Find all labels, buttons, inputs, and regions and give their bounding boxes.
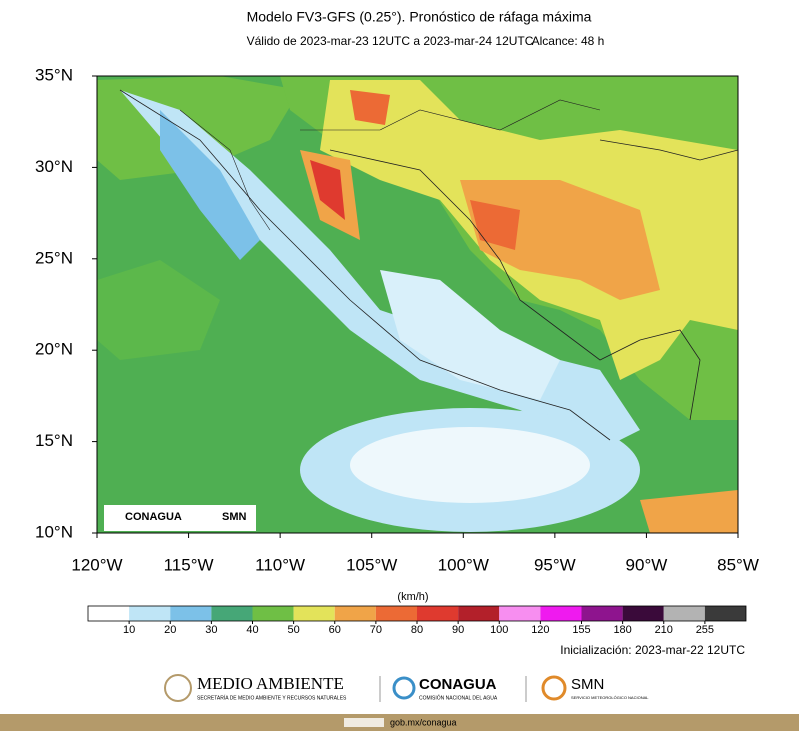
y-tick-label: 25°N <box>35 248 73 267</box>
logo-sub: SECRETARÍA DE MEDIO AMBIENTE Y RECURSOS … <box>197 694 347 701</box>
colorbar-label: 210 <box>655 624 673 636</box>
logo-icon <box>164 674 192 702</box>
colorbar-unit: (km/h) <box>397 591 428 603</box>
colorbar-segment <box>252 606 294 621</box>
logo-sub: SERVICIO METEOROLÓGICO NACIONAL <box>571 695 649 700</box>
x-tick-label: 115°W <box>164 555 214 574</box>
colorbar-label: 70 <box>370 624 382 636</box>
logo-icon <box>392 676 416 700</box>
colorbar-label: 180 <box>613 624 631 636</box>
colorbar-label: 40 <box>246 624 258 636</box>
logo-text: SMN <box>222 511 247 523</box>
colorbar-label: 60 <box>329 624 341 636</box>
logo-icon <box>541 675 567 701</box>
y-tick-label: 30°N <box>35 157 73 176</box>
colorbar-segment <box>458 606 500 621</box>
colorbar-label: 100 <box>490 624 508 636</box>
x-tick-label: 100°W <box>438 555 489 574</box>
colorbar-segment <box>704 606 746 621</box>
logo-sub: COMISIÓN NACIONAL DEL AGUA <box>419 694 498 701</box>
title: Modelo FV3-GFS (0.25°). Pronóstico de rá… <box>247 9 592 25</box>
colorbar-label: 10 <box>123 624 135 636</box>
x-tick-label: 90°W <box>626 555 668 574</box>
colorbar-segment <box>211 606 253 621</box>
colorbar-segment <box>540 606 582 621</box>
colorbar-segment <box>499 606 541 621</box>
colorbar-segment <box>88 606 130 621</box>
colorbar-segment <box>375 606 417 621</box>
x-tick-label: 110°W <box>255 555 305 574</box>
y-tick-label: 20°N <box>35 340 73 359</box>
y-tick-label: 15°N <box>35 431 73 450</box>
range-text: Alcance: 48 h <box>532 34 605 48</box>
colorbar-label: 30 <box>205 624 217 636</box>
colorbar-segment <box>622 606 664 621</box>
colorbar-frame <box>87 605 747 622</box>
y-tick-label: 10°N <box>35 522 73 541</box>
map-field <box>97 76 738 533</box>
logo-name: CONAGUA <box>419 676 497 693</box>
colorbar-label: 80 <box>411 624 423 636</box>
colorbar-segment <box>293 606 335 621</box>
init-text: Inicialización: 2023-mar-22 12UTC <box>560 643 745 657</box>
colorbar-segment <box>663 606 705 621</box>
colorbar-label: 120 <box>531 624 549 636</box>
colorbar-segment <box>129 606 171 621</box>
valid-text: Válido de 2023-mar-23 12UTC a 2023-mar-2… <box>247 34 534 48</box>
x-tick-label: 95°W <box>534 555 576 574</box>
x-tick-label: 105°W <box>346 555 397 574</box>
colorbar-segment <box>170 606 212 621</box>
colorbar-label: 155 <box>572 624 590 636</box>
x-tick-label: 120°W <box>71 555 122 574</box>
colorbar-label: 255 <box>696 624 714 636</box>
colorbar-segment <box>417 606 459 621</box>
y-tick-label: 35°N <box>35 65 73 84</box>
x-tick-label: 85°W <box>717 555 759 574</box>
logo-name: MEDIO AMBIENTE <box>197 674 344 693</box>
footer-band <box>0 714 799 731</box>
footer-link[interactable]: gob.mx/conagua <box>390 717 457 727</box>
colorbar-label: 20 <box>164 624 176 636</box>
colorbar-segment <box>334 606 376 621</box>
logo-name: SMN <box>571 676 604 693</box>
colorbar-label: 90 <box>452 624 464 636</box>
logo-text: CONAGUA <box>125 511 182 523</box>
colorbar-label: 50 <box>288 624 300 636</box>
map-frame <box>96 75 739 534</box>
colorbar-segment <box>581 606 623 621</box>
logo-box <box>104 505 256 531</box>
social-icons <box>344 718 384 727</box>
